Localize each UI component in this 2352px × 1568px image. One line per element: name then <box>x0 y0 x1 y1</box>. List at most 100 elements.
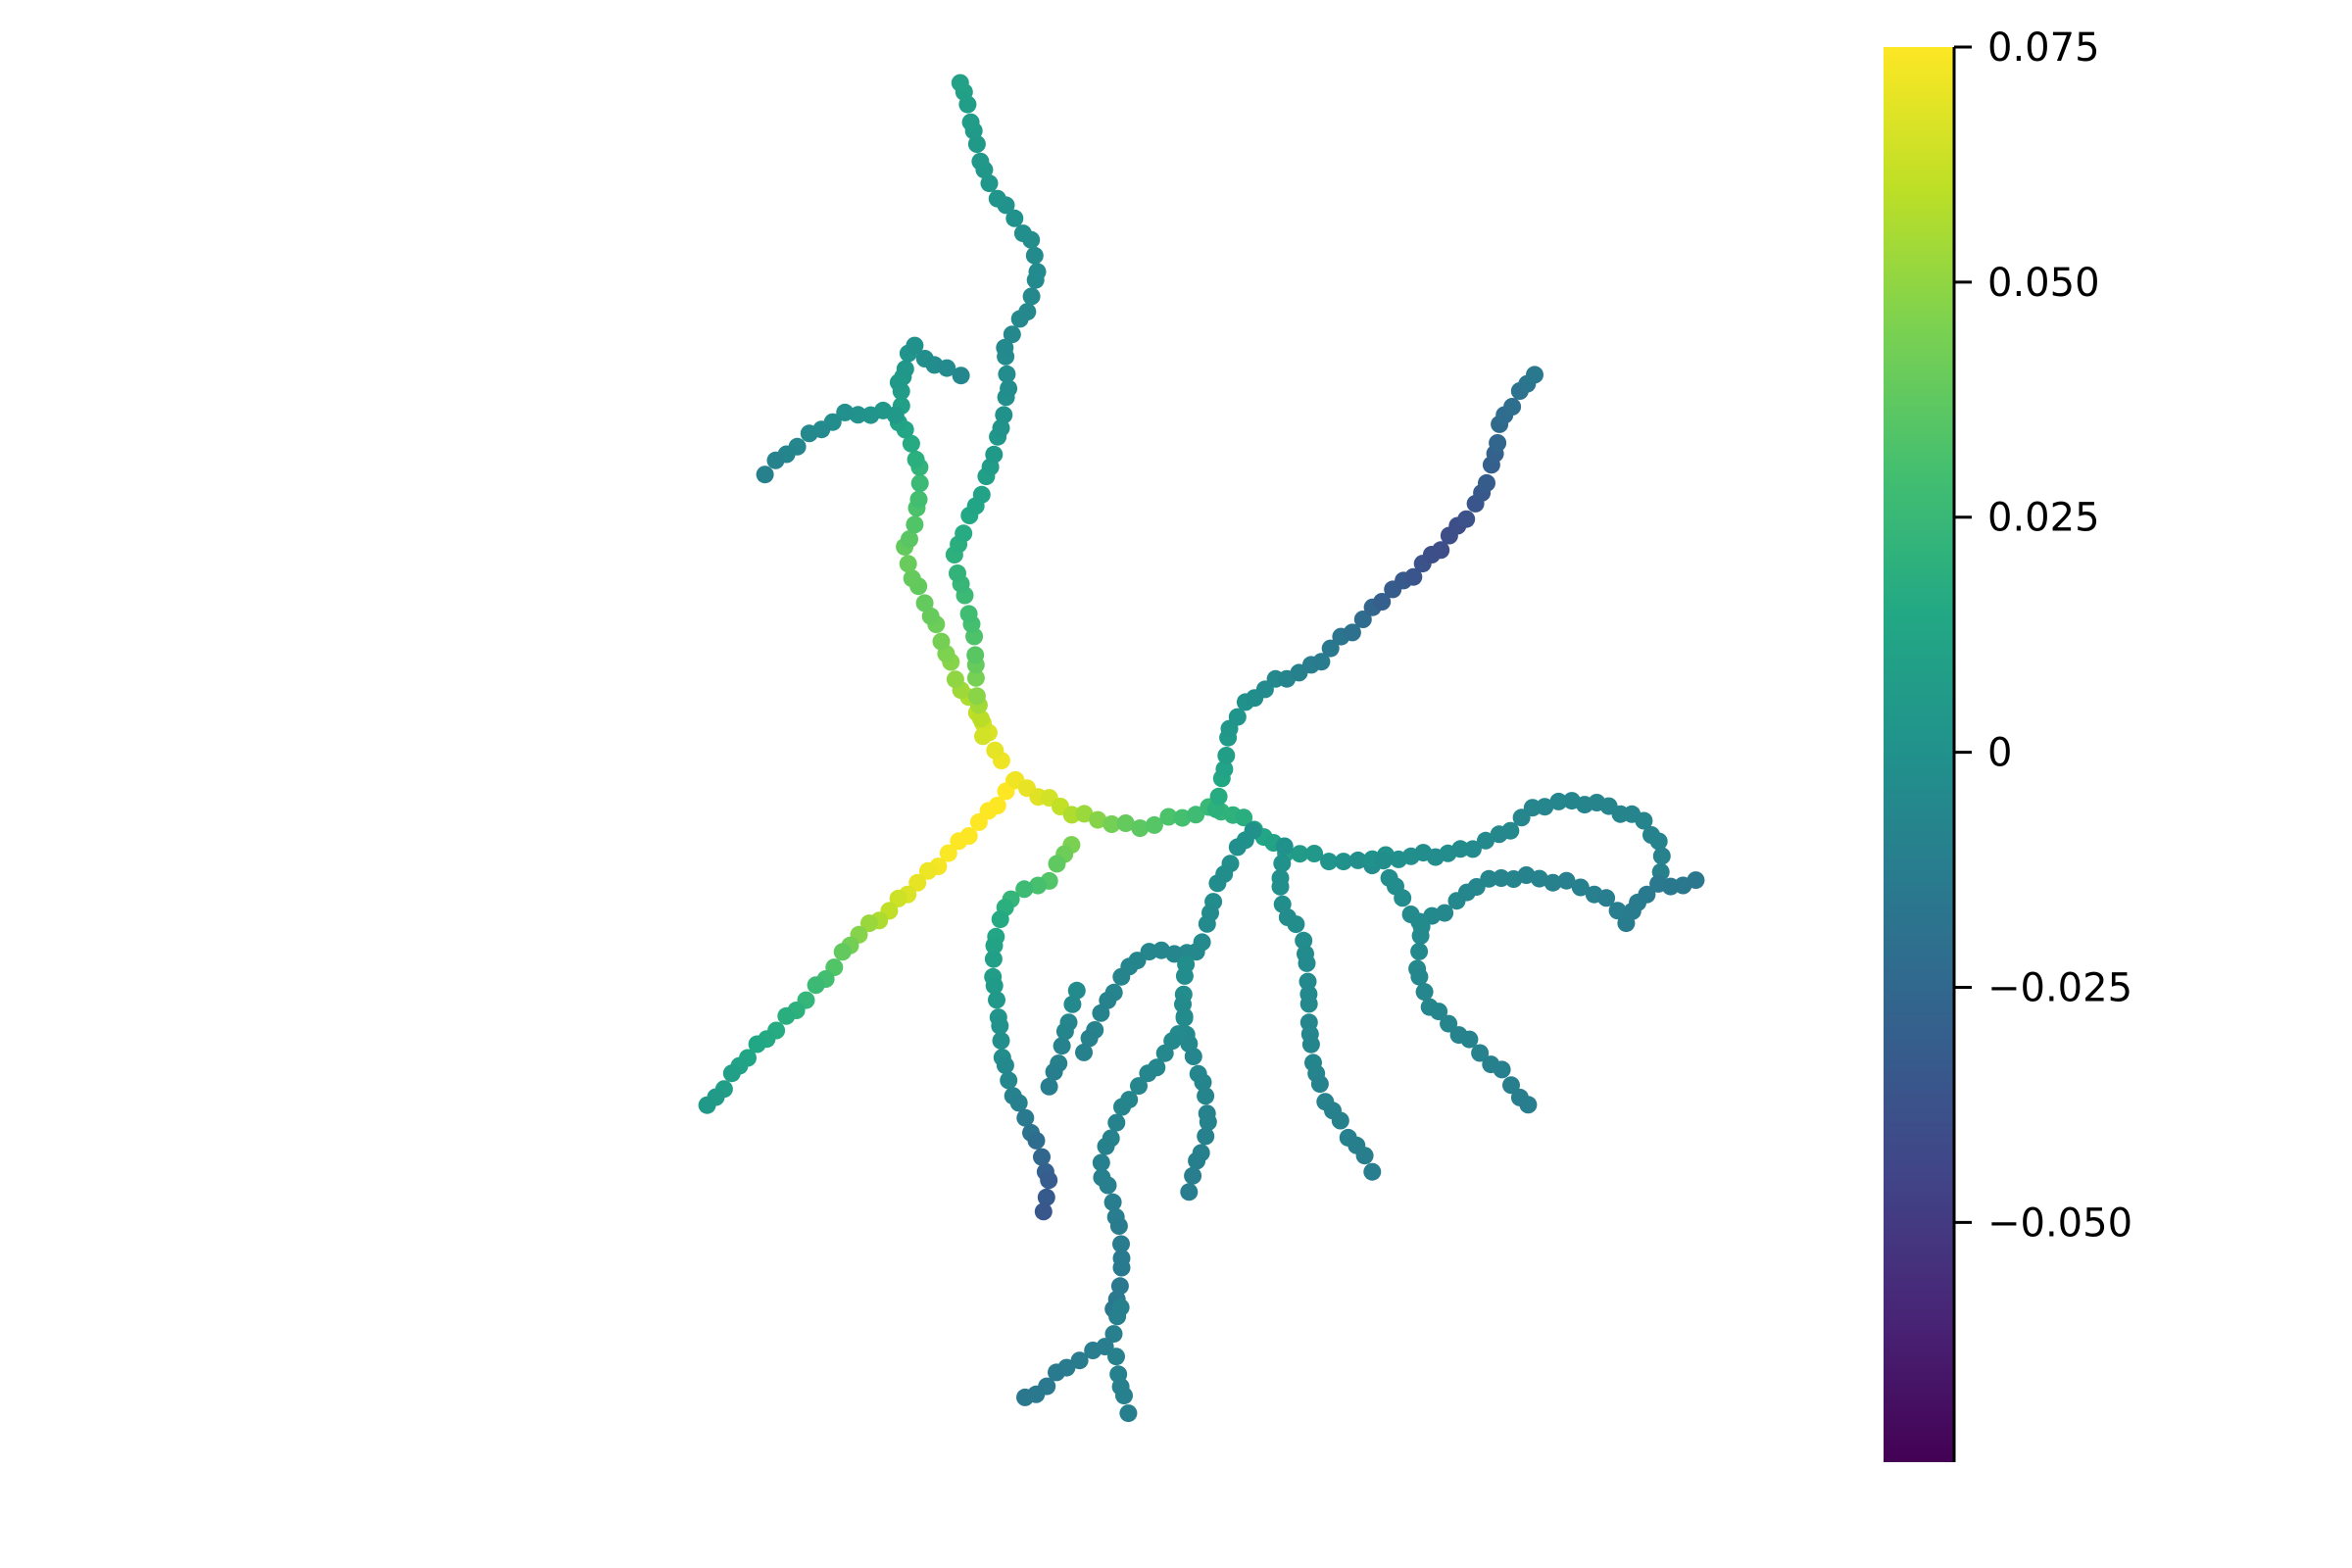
scatter-point <box>1102 815 1121 833</box>
scatter-point <box>1197 1087 1215 1105</box>
scatter-point <box>800 424 818 443</box>
scatter-point <box>991 1016 1009 1035</box>
scatter-point <box>1053 1037 1071 1055</box>
scatter-point <box>1092 1153 1110 1172</box>
scatter-point <box>1275 837 1294 856</box>
scatter-points <box>698 74 1705 1423</box>
scatter-point <box>1139 1064 1157 1083</box>
scatter-point <box>1187 806 1205 824</box>
scatter-point <box>1608 902 1627 920</box>
scatter-point <box>849 406 867 424</box>
colorbar-tick-label: −0.050 <box>1987 1200 2132 1246</box>
scatter-point <box>971 710 990 728</box>
scatter-point <box>986 741 1004 760</box>
scatter-point <box>950 832 968 851</box>
scatter-point <box>1013 224 1032 243</box>
scatter-point <box>1519 1096 1538 1114</box>
scatter-point <box>1228 708 1247 726</box>
scatter-point <box>860 914 878 933</box>
scatter-point <box>906 515 924 534</box>
scatter-point <box>1493 1060 1511 1079</box>
scatter-point <box>1597 889 1616 907</box>
scatter-point <box>1649 832 1668 851</box>
scatter-point <box>1271 877 1290 896</box>
scatter-point <box>988 189 1006 208</box>
scatter-point <box>722 1064 741 1083</box>
scatter-point <box>902 434 920 453</box>
scatter-point <box>1363 1162 1382 1181</box>
scatter-point <box>1063 995 1082 1013</box>
scatter-point <box>1457 510 1476 528</box>
scatter-point <box>1404 567 1423 586</box>
scatter-point <box>1635 811 1653 830</box>
scatter-point <box>1005 209 1024 227</box>
scatter-point <box>918 861 937 880</box>
scatter-point <box>1070 1351 1089 1370</box>
scatter-point <box>1080 1029 1099 1048</box>
scatter-point <box>766 451 785 469</box>
scatter-point <box>946 670 964 689</box>
scatter-point <box>1536 798 1554 816</box>
scatter-point <box>985 936 1004 955</box>
scatter-point <box>967 135 986 153</box>
scatter-point <box>955 524 973 543</box>
colorbar-tick-label: 0.075 <box>1987 25 2100 71</box>
scatter-point <box>1411 926 1430 945</box>
scatter-point <box>1107 1348 1125 1366</box>
scatter-point <box>1028 263 1047 281</box>
scatter-point <box>984 950 1003 968</box>
scatter-point <box>980 174 999 193</box>
scatter-point <box>1199 1112 1217 1131</box>
scatter-point <box>1530 869 1548 888</box>
scatter-point <box>971 152 990 171</box>
scatter-point <box>1119 1404 1138 1423</box>
scatter-point <box>1298 972 1317 991</box>
scatter-point <box>1112 967 1131 986</box>
scatter-point <box>1295 931 1313 950</box>
scatter-point <box>903 569 921 588</box>
scatter-point <box>1015 880 1034 899</box>
scatter-point <box>1471 1044 1490 1062</box>
scatter-point <box>1016 1108 1035 1127</box>
scatter-point <box>972 485 991 504</box>
scatter-point <box>939 844 957 862</box>
scatter-point <box>1040 1077 1058 1096</box>
scatter-point <box>998 365 1016 383</box>
scatter-point <box>1440 1014 1458 1033</box>
scatter-point <box>1287 915 1305 934</box>
scatter-point <box>1410 967 1429 986</box>
scatter-point <box>1194 1073 1212 1092</box>
scatter-point <box>1099 1176 1117 1195</box>
scatter-point <box>1003 325 1021 344</box>
scatter-point <box>1477 831 1494 850</box>
scatter-point <box>1436 904 1454 922</box>
scatter-point <box>1215 760 1234 778</box>
scatter-point <box>1025 246 1044 265</box>
scatter-point <box>901 530 918 549</box>
scatter-point <box>899 555 917 573</box>
scatter-point <box>1502 1076 1520 1095</box>
scatter-point <box>938 359 956 377</box>
scatter-point <box>1320 853 1338 871</box>
scatter-point <box>1549 792 1568 810</box>
scatter-point <box>1048 1363 1065 1382</box>
scatter-point <box>906 450 925 468</box>
scatter-point <box>1228 838 1247 857</box>
scatter-point <box>1016 1388 1034 1406</box>
scatter-point <box>1544 873 1562 892</box>
scatter-point <box>1075 805 1094 823</box>
scatter-point <box>995 406 1013 424</box>
scatter-point <box>1501 821 1520 840</box>
scatter-point <box>932 632 951 651</box>
colorbar: 0.075 0.050 0.025 0 −0.025 −0.050 <box>1884 25 2132 1462</box>
scatter-point <box>966 668 985 687</box>
scatter-point <box>1145 815 1163 834</box>
scatter-point <box>909 490 928 509</box>
scatter-point <box>1334 853 1352 871</box>
scatter-point <box>1109 1217 1128 1235</box>
scatter-point <box>1000 379 1018 398</box>
scatter-point <box>1463 840 1482 858</box>
colorbar-tick-label: 0 <box>1987 731 2012 776</box>
scatter-point <box>1355 1147 1374 1165</box>
scatter-point <box>910 474 929 493</box>
